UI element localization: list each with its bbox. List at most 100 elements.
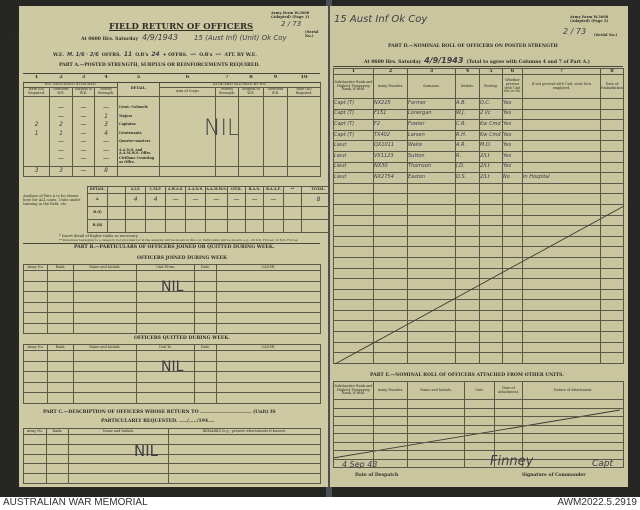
- quitted-cell[interactable]: [47, 371, 74, 383]
- part-d-cell[interactable]: [600, 267, 624, 280]
- joined-cell[interactable]: [216, 270, 321, 282]
- joined-cell[interactable]: [216, 312, 321, 324]
- part-e-cell[interactable]: [373, 450, 408, 460]
- part-e-cell[interactable]: [522, 458, 624, 468]
- part-e-cell[interactable]: [522, 416, 624, 426]
- part-e-cell[interactable]: [464, 441, 495, 451]
- part-e-cell[interactable]: [522, 433, 624, 443]
- quitted-cell[interactable]: [23, 360, 48, 372]
- part-e-cell[interactable]: [373, 416, 408, 426]
- quitted-cell[interactable]: [47, 350, 74, 362]
- part-e-cell[interactable]: [407, 424, 465, 434]
- joined-cell[interactable]: [194, 280, 217, 292]
- quitted-cell[interactable]: [216, 392, 321, 404]
- part-c-cell[interactable]: [168, 463, 321, 475]
- joined-cell[interactable]: [136, 301, 195, 313]
- part-e-cell[interactable]: [333, 399, 374, 409]
- joined-cell[interactable]: [194, 322, 217, 334]
- quitted-cell[interactable]: [47, 381, 74, 393]
- part-e-cell[interactable]: [373, 433, 408, 443]
- part-d-cell[interactable]: [600, 256, 624, 269]
- joined-cell[interactable]: [47, 312, 74, 324]
- quitted-cell[interactable]: [194, 360, 217, 372]
- joined-cell[interactable]: [47, 301, 74, 313]
- part-c-cell[interactable]: [23, 434, 47, 445]
- part-c-cell[interactable]: [23, 463, 47, 475]
- quitted-cell[interactable]: [73, 381, 137, 393]
- joined-cell[interactable]: [73, 270, 137, 282]
- joined-cell[interactable]: [47, 270, 74, 282]
- part-e-cell[interactable]: [333, 441, 374, 451]
- part-c-cell[interactable]: [23, 453, 47, 465]
- part-e-cell[interactable]: [494, 407, 523, 417]
- part-e-cell[interactable]: [464, 407, 495, 417]
- part-c-cell[interactable]: [46, 443, 69, 455]
- part-e-cell[interactable]: [522, 441, 624, 451]
- joined-cell[interactable]: [194, 312, 217, 324]
- joined-cell[interactable]: [47, 291, 74, 303]
- part-c-cell[interactable]: [46, 463, 69, 475]
- joined-cell[interactable]: [23, 301, 48, 313]
- part-e-cell[interactable]: [494, 416, 523, 426]
- joined-cell[interactable]: [194, 291, 217, 303]
- part-c-cell[interactable]: [23, 443, 47, 455]
- part-e-cell[interactable]: [407, 399, 465, 409]
- part-e-cell[interactable]: [494, 399, 523, 409]
- quitted-cell[interactable]: [73, 371, 137, 383]
- joined-cell[interactable]: [194, 301, 217, 313]
- quitted-cell[interactable]: [194, 371, 217, 383]
- part-e-cell[interactable]: [333, 407, 374, 417]
- quitted-cell[interactable]: [73, 350, 137, 362]
- quitted-cell[interactable]: [73, 392, 137, 404]
- part-e-cell[interactable]: [407, 433, 465, 443]
- part-e-cell[interactable]: [407, 416, 465, 426]
- joined-cell[interactable]: [23, 291, 48, 303]
- part-e-cell[interactable]: [333, 450, 374, 460]
- part-c-cell[interactable]: [46, 473, 69, 484]
- part-d-cell[interactable]: [600, 341, 624, 354]
- quitted-cell[interactable]: [23, 381, 48, 393]
- quitted-cell[interactable]: [23, 350, 48, 362]
- joined-cell[interactable]: [136, 312, 195, 324]
- quitted-cell[interactable]: [73, 360, 137, 372]
- part-e-cell[interactable]: [464, 416, 495, 426]
- joined-cell[interactable]: [73, 280, 137, 292]
- part-d-cell[interactable]: [600, 352, 624, 364]
- part-e-cell[interactable]: [464, 399, 495, 409]
- part-d-cell[interactable]: [600, 278, 624, 290]
- joined-cell[interactable]: [216, 322, 321, 334]
- part-d-cell[interactable]: [600, 299, 624, 311]
- part-e-cell[interactable]: [373, 399, 408, 409]
- joined-cell[interactable]: [47, 280, 74, 292]
- quitted-cell[interactable]: [216, 360, 321, 372]
- part-e-cell[interactable]: [494, 441, 523, 451]
- part-c-cell[interactable]: [68, 473, 169, 484]
- quitted-cell[interactable]: [216, 350, 321, 362]
- part-e-cell[interactable]: [522, 399, 624, 409]
- part-e-cell[interactable]: [373, 407, 408, 417]
- joined-cell[interactable]: [47, 322, 74, 334]
- part-e-cell[interactable]: [333, 433, 374, 443]
- part-e-cell[interactable]: [522, 424, 624, 434]
- part-e-cell[interactable]: [522, 407, 624, 417]
- joined-cell[interactable]: [194, 270, 217, 282]
- quitted-cell[interactable]: [194, 381, 217, 393]
- part-c-cell[interactable]: [168, 473, 321, 484]
- part-c-cell[interactable]: [68, 463, 169, 475]
- part-e-cell[interactable]: [373, 441, 408, 451]
- part-d-cell[interactable]: [600, 246, 624, 258]
- part-e-cell[interactable]: [407, 458, 465, 468]
- part-e-cell[interactable]: [407, 407, 465, 417]
- part-d-cell[interactable]: [600, 288, 624, 301]
- quitted-cell[interactable]: [216, 371, 321, 383]
- part-e-cell[interactable]: [407, 441, 465, 451]
- joined-cell[interactable]: [73, 312, 137, 324]
- quitted-cell[interactable]: [47, 392, 74, 404]
- joined-cell[interactable]: [23, 322, 48, 334]
- part-e-cell[interactable]: [373, 424, 408, 434]
- joined-cell[interactable]: [216, 301, 321, 313]
- part-d-cell[interactable]: [600, 331, 624, 343]
- part-c-cell[interactable]: [168, 434, 321, 445]
- part-e-cell[interactable]: [333, 416, 374, 426]
- joined-cell[interactable]: [73, 291, 137, 303]
